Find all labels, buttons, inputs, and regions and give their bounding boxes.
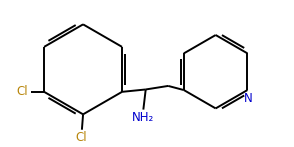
Text: Cl: Cl bbox=[75, 131, 86, 144]
Text: Cl: Cl bbox=[16, 85, 28, 98]
Text: NH₂: NH₂ bbox=[132, 111, 154, 125]
Text: N: N bbox=[244, 92, 253, 105]
